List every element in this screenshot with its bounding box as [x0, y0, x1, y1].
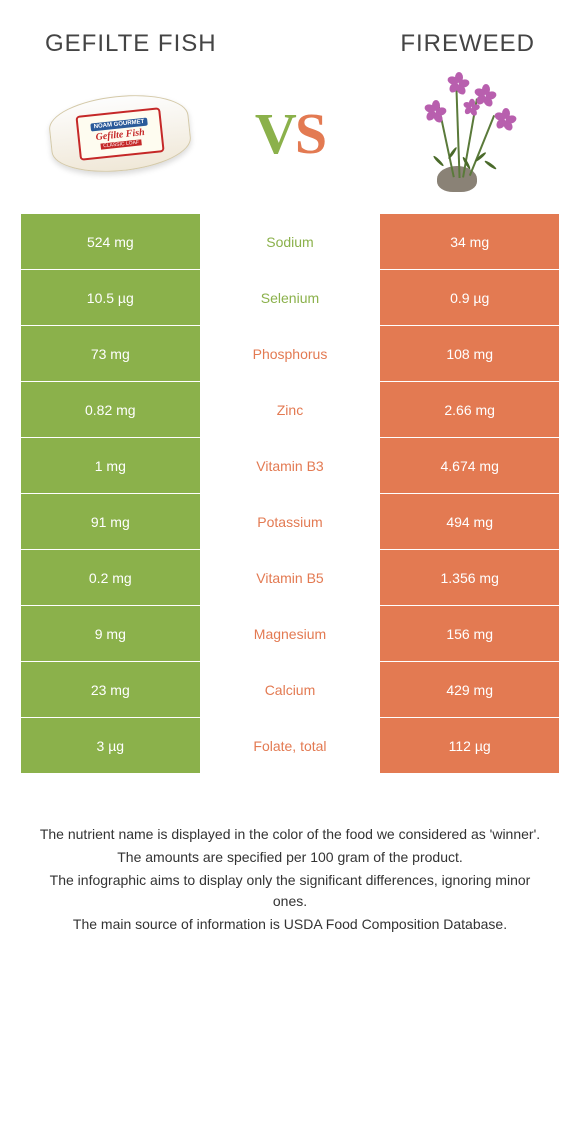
vs-label: VS	[255, 100, 325, 167]
footer-line-4: The main source of information is USDA F…	[35, 914, 545, 935]
vs-v-letter: V	[255, 101, 295, 166]
left-value-cell: 9 mg	[21, 606, 201, 662]
footer-line-1: The nutrient name is displayed in the co…	[35, 824, 545, 845]
left-value-cell: 524 mg	[21, 214, 201, 270]
table-row: 0.2 mgVitamin B51.356 mg	[21, 550, 560, 606]
nutrient-label-cell: Calcium	[200, 662, 380, 718]
images-row: NOAM GOURMET Gefilte Fish CLASSIC LOAF V…	[0, 73, 580, 213]
nutrient-label-cell: Vitamin B5	[200, 550, 380, 606]
table-row: 91 mgPotassium494 mg	[21, 494, 560, 550]
table-row: 9 mgMagnesium156 mg	[21, 606, 560, 662]
right-value-cell: 429 mg	[380, 662, 560, 718]
left-food-title: Gefilte fish	[45, 30, 217, 58]
table-row: 0.82 mgZinc2.66 mg	[21, 382, 560, 438]
right-value-cell: 108 mg	[380, 326, 560, 382]
table-row: 23 mgCalcium429 mg	[21, 662, 560, 718]
fireweed-image	[385, 78, 535, 188]
right-value-cell: 34 mg	[380, 214, 560, 270]
vs-s-letter: S	[295, 101, 325, 166]
nutrient-label-cell: Potassium	[200, 494, 380, 550]
table-row: 1 mgVitamin B34.674 mg	[21, 438, 560, 494]
right-value-cell: 494 mg	[380, 494, 560, 550]
left-value-cell: 0.82 mg	[21, 382, 201, 438]
left-value-cell: 23 mg	[21, 662, 201, 718]
right-value-cell: 4.674 mg	[380, 438, 560, 494]
footer-notes: The nutrient name is displayed in the co…	[0, 774, 580, 935]
nutrient-label-cell: Folate, total	[200, 718, 380, 774]
nutrient-label-cell: Zinc	[200, 382, 380, 438]
nutrient-label-cell: Phosphorus	[200, 326, 380, 382]
nutrient-label-cell: Vitamin B3	[200, 438, 380, 494]
left-value-cell: 3 µg	[21, 718, 201, 774]
table-row: 10.5 µgSelenium0.9 µg	[21, 270, 560, 326]
left-value-cell: 0.2 mg	[21, 550, 201, 606]
nutrient-label-cell: Magnesium	[200, 606, 380, 662]
nutrient-label-cell: Sodium	[200, 214, 380, 270]
footer-line-2: The amounts are specified per 100 gram o…	[35, 847, 545, 868]
left-value-cell: 1 mg	[21, 438, 201, 494]
table-row: 524 mgSodium34 mg	[21, 214, 560, 270]
right-value-cell: 1.356 mg	[380, 550, 560, 606]
infographic-container: Gefilte fish Fireweed NOAM GOURMET Gefil…	[0, 0, 580, 935]
right-food-title: Fireweed	[400, 30, 535, 58]
right-value-cell: 2.66 mg	[380, 382, 560, 438]
left-value-cell: 10.5 µg	[21, 270, 201, 326]
header-row: Gefilte fish Fireweed	[0, 0, 580, 73]
right-value-cell: 0.9 µg	[380, 270, 560, 326]
table-row: 3 µgFolate, total112 µg	[21, 718, 560, 774]
table-row: 73 mgPhosphorus108 mg	[21, 326, 560, 382]
right-value-cell: 112 µg	[380, 718, 560, 774]
footer-line-3: The infographic aims to display only the…	[35, 870, 545, 912]
left-value-cell: 73 mg	[21, 326, 201, 382]
comparison-table: 524 mgSodium34 mg10.5 µgSelenium0.9 µg73…	[20, 213, 560, 774]
left-value-cell: 91 mg	[21, 494, 201, 550]
gefilte-fish-image: NOAM GOURMET Gefilte Fish CLASSIC LOAF	[45, 78, 195, 188]
right-value-cell: 156 mg	[380, 606, 560, 662]
nutrient-label-cell: Selenium	[200, 270, 380, 326]
